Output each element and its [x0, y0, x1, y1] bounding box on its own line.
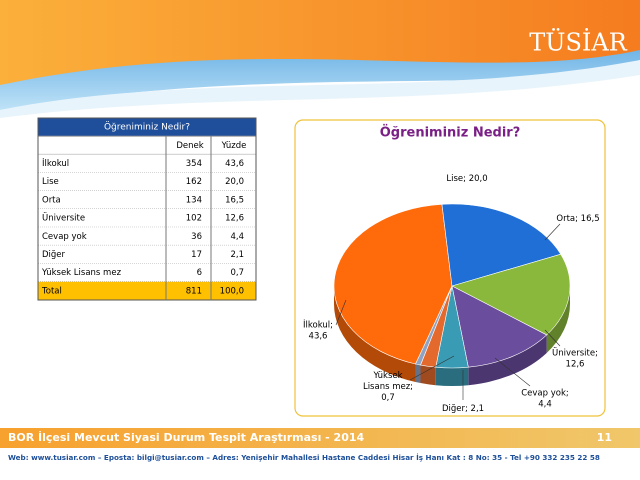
table-row-bg: [38, 227, 256, 246]
table-title: Öğreniminiz Nedir?: [104, 122, 190, 133]
data-label: Orta; 16,5: [556, 214, 599, 224]
cell-percent: 43,6: [225, 159, 244, 169]
table-row-bg: [38, 172, 256, 191]
table-row-bg: [38, 190, 256, 209]
cell-count: 17: [191, 250, 202, 260]
cell-count: 162: [186, 177, 202, 187]
header-highlight: [0, 60, 640, 118]
pie-slice: [451, 285, 548, 368]
pie-slice: [451, 253, 571, 336]
pie-chart: İlkokul; 43,6 Lise; 20,0 Orta; 16,5 Üniversi…: [303, 174, 600, 414]
pie-slice: [415, 285, 453, 366]
leader-line: [409, 355, 455, 381]
cell-count: 6: [197, 268, 202, 278]
leader-line: [494, 357, 531, 387]
table-border: [37, 117, 257, 301]
column-header: Denek: [176, 141, 203, 151]
pie-side: [420, 365, 436, 386]
total-count: 811: [186, 286, 202, 296]
row-label: Lise: [42, 177, 59, 187]
data-label: Yüksek Lisans mez; 0,7: [363, 371, 413, 403]
header-wave-orange: [0, 0, 640, 85]
pie-side: [468, 334, 547, 386]
cell-count: 102: [186, 214, 202, 224]
cell-count: 36: [191, 232, 202, 242]
leader-line: [544, 223, 561, 241]
row-label: Yüksek Lisans mez: [41, 268, 122, 278]
table-row-bg: [38, 154, 256, 173]
table-row-bg: [38, 245, 256, 264]
cell-percent: 2,1: [230, 250, 244, 260]
row-label: Üniversite: [42, 213, 85, 224]
table-title-bg: [38, 118, 256, 137]
pie-side: [415, 363, 421, 384]
pie-slice: [333, 203, 453, 365]
footer-bar: [0, 428, 640, 448]
cell-percent: 0,7: [230, 268, 244, 278]
row-label: Orta: [42, 195, 61, 205]
total-percent: 100,0: [220, 286, 244, 296]
total-row-bg: [38, 281, 256, 300]
table: Öğreniminiz Nedir? Denek Yüzde İlkokul 354 43…: [37, 117, 257, 301]
cell-count: 134: [186, 195, 202, 205]
table-row-bg: [38, 263, 256, 282]
leader-line: [544, 329, 561, 347]
pie-side: [546, 286, 570, 353]
page-number: 11: [597, 431, 612, 444]
pie-side: [435, 367, 469, 386]
row-label: Cevap yok: [42, 232, 87, 242]
total-label: Total: [41, 286, 62, 296]
data-label: Lise; 20,0: [446, 174, 487, 184]
cell-percent: 12,6: [225, 214, 244, 224]
pie-slice: [441, 203, 562, 287]
column-header: Yüzde: [221, 141, 247, 151]
chart-title: Öğreniminiz Nedir?: [380, 125, 521, 141]
leader-line: [335, 299, 347, 326]
data-label: Cevap yok; 4,4: [521, 388, 569, 409]
data-label: Üniversite; 12,6: [552, 347, 598, 369]
table-row-bg: [38, 209, 256, 228]
cell-count: 354: [186, 159, 202, 169]
footer-title: BOR İlçesi Mevcut Siyasi Durum Tespit Ar…: [8, 430, 365, 444]
footer-contact: Web: www.tusiar.com – Eposta: bilgi@tusi…: [8, 453, 600, 462]
row-label: Diğer: [42, 250, 66, 260]
row-label: İlkokul: [42, 158, 69, 169]
cell-percent: 4,4: [230, 232, 244, 242]
data-label: İlkokul; 43,6: [303, 319, 333, 341]
data-label: Diğer; 2,1: [442, 404, 484, 414]
cell-percent: 16,5: [225, 195, 244, 205]
logo: TÜSİAR: [529, 28, 627, 57]
cell-percent: 20,0: [225, 177, 244, 187]
